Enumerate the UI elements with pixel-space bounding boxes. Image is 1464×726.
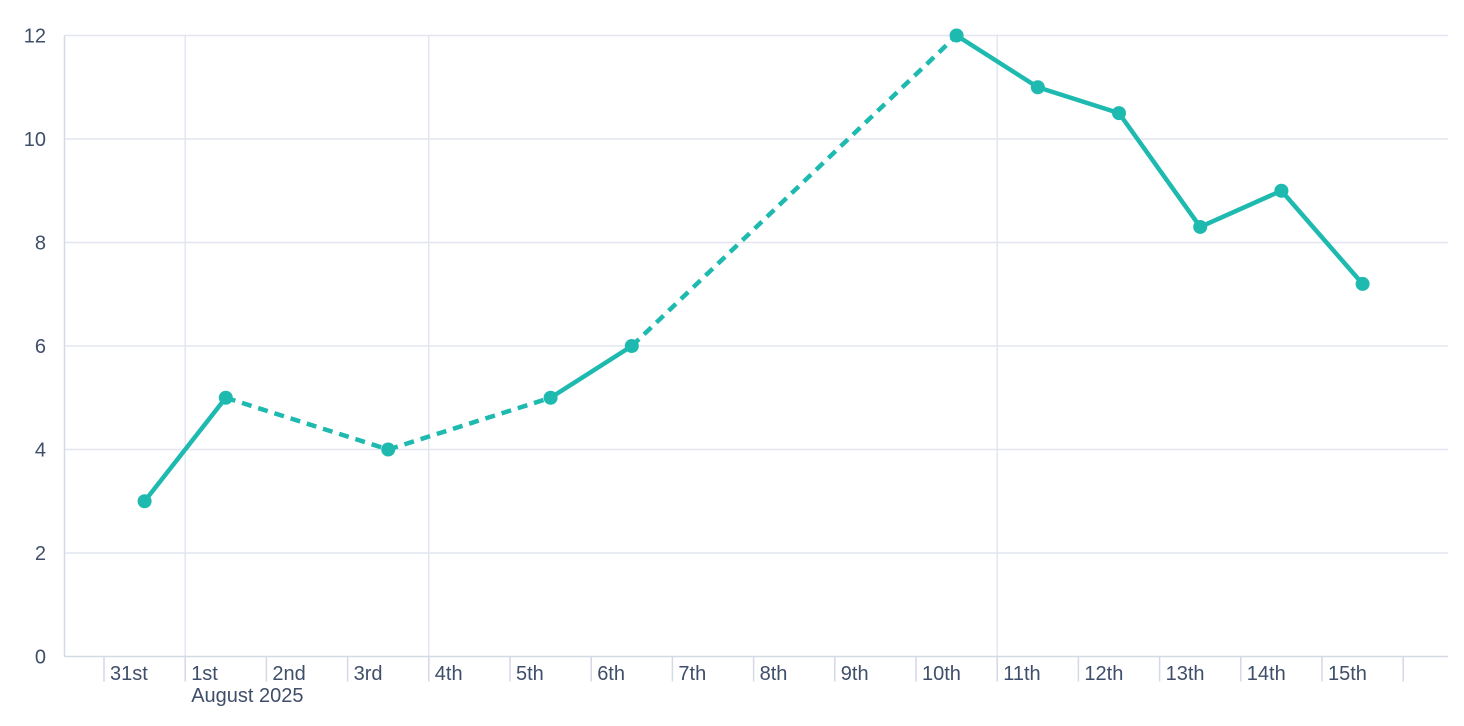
x-axis-month-label: August 2025 — [191, 685, 303, 707]
data-point-marker[interactable] — [381, 442, 396, 457]
x-axis-tick-label: 2nd — [272, 663, 305, 685]
series-line-segment-solid — [1035, 85, 1122, 116]
series-line-segment-dashed — [630, 33, 959, 348]
data-point-marker[interactable] — [137, 494, 152, 509]
data-point-marker[interactable] — [543, 390, 558, 405]
x-axis-tick-label: 8th — [760, 663, 788, 685]
x-axis-tick-label: 5th — [516, 663, 544, 685]
series-line-segment-solid — [142, 395, 229, 504]
y-axis-tick-label: 0 — [35, 647, 46, 669]
data-point-marker[interactable] — [1355, 276, 1370, 291]
x-axis-tick-label: 14th — [1247, 663, 1286, 685]
series-line-segment-solid — [548, 343, 635, 400]
y-axis-tick-label: 4 — [35, 440, 46, 462]
data-point-marker[interactable] — [218, 390, 233, 405]
series-line-segment-solid — [954, 33, 1041, 90]
data-point-marker[interactable] — [949, 28, 964, 43]
x-axis-tick-label: 12th — [1084, 663, 1123, 685]
x-axis-tick-label: 3rd — [354, 663, 383, 685]
series-line-segment-solid — [1116, 110, 1203, 230]
x-axis-tick-label: 4th — [435, 663, 463, 685]
y-axis-tick-label: 8 — [35, 233, 46, 255]
x-axis-tick-label: 6th — [597, 663, 625, 685]
x-axis-tick-label: 13th — [1166, 663, 1205, 685]
series-line-segment-dashed — [387, 395, 552, 452]
y-axis-tick-label: 12 — [24, 26, 46, 48]
data-point-marker[interactable] — [1274, 183, 1289, 198]
x-axis-tick-label: 31st — [110, 663, 148, 685]
data-point-marker[interactable] — [1112, 106, 1126, 121]
data-point-marker[interactable] — [1030, 80, 1045, 95]
x-axis-tick-label: 7th — [678, 663, 706, 685]
x-axis-tick-label: 15th — [1328, 663, 1367, 685]
x-axis-tick-label: 1st — [191, 663, 218, 685]
series-line-segment-solid — [1279, 188, 1365, 287]
data-point-marker[interactable] — [1193, 219, 1208, 234]
y-axis-tick-label: 10 — [24, 129, 46, 151]
x-axis-tick-label: 9th — [841, 663, 869, 685]
y-axis-tick-label: 6 — [35, 336, 46, 358]
data-point-marker[interactable] — [624, 339, 639, 353]
x-axis-tick-label: 11th — [1003, 663, 1040, 685]
series-line-segment-dashed — [225, 395, 389, 452]
x-axis-tick-label: 10th — [922, 663, 961, 685]
series-line-segment-solid — [1197, 188, 1284, 230]
y-axis-tick-label: 2 — [35, 543, 46, 565]
